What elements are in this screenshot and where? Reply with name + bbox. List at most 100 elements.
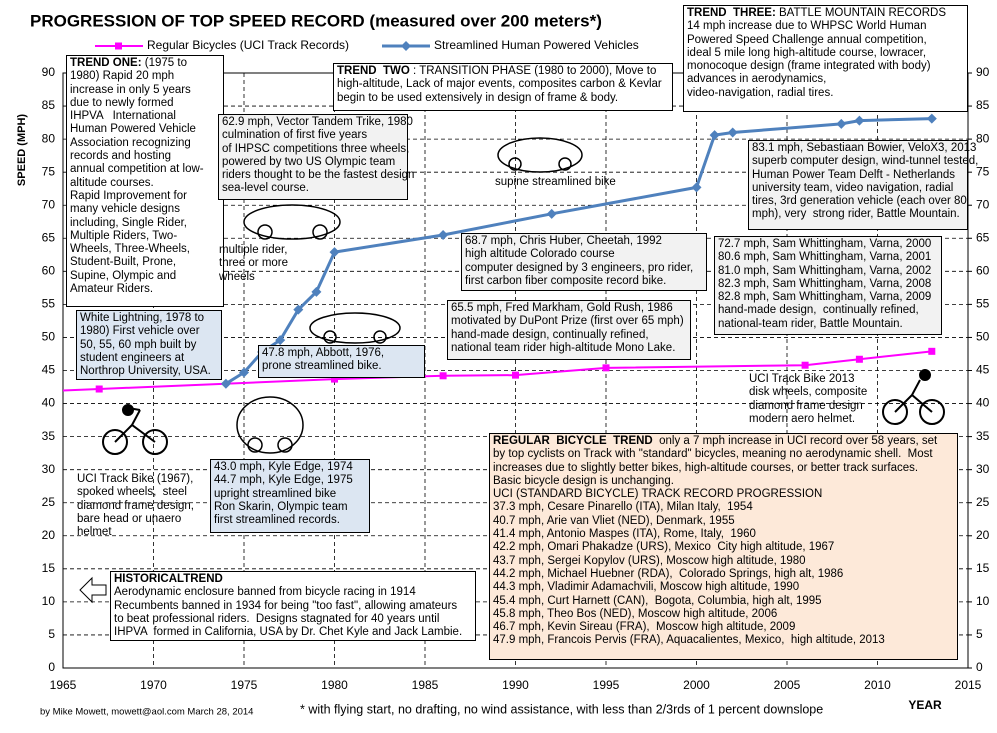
annotation-row: 43.7 mph, Sergei Kopylov (URS), Moscow h…: [493, 555, 954, 568]
annotation-text: UCI Track Bike 2013: [749, 373, 855, 385]
y-tick-label: 55: [42, 297, 56, 311]
annotation-row: White Lightning, 1978 to: [80, 312, 218, 325]
annotation-row: 81.0 mph, Sam Whittingham, Varna, 2002: [718, 265, 938, 278]
data-point: [275, 335, 286, 346]
annotation-row: increases due to slightly better bikes, …: [493, 462, 954, 475]
annotation-row: Recumbents banned in 1934 for being "too…: [114, 600, 472, 613]
data-point: [329, 247, 340, 258]
annotation-row: powered by two US Olympic team: [222, 156, 404, 169]
annotation-box: UCI Track Bike 2013 disk wheels, composit…: [746, 372, 896, 430]
annotation-text: White Lightning, 1978 to: [80, 312, 205, 324]
x-tick-label: 1985: [412, 678, 439, 692]
annotation-text: including, Single Rider,: [70, 216, 187, 229]
annotation-text: many vehicle designs: [70, 203, 180, 216]
annotation-row: Supine, Olympic and: [70, 270, 220, 283]
data-point: [727, 127, 738, 138]
annotation-row: diamond frame design,: [77, 500, 206, 513]
annotation-row: 62.9 mph, Vector Tandem Trike, 1980: [222, 116, 413, 129]
arrow-icon: [79, 576, 107, 604]
annotation-text: hand-made design, continually refined,: [451, 328, 649, 341]
annotation-row: 43.0 mph, Kyle Edge, 1974: [214, 461, 366, 474]
data-point: [293, 304, 304, 315]
y-tick-label: 50: [42, 330, 56, 344]
annotation-row: supine streamlined bike: [495, 176, 649, 189]
annotation-row: national team rider high-altitude Mono L…: [451, 342, 687, 355]
annotation-row: including, Single Rider,: [70, 217, 220, 230]
annotation-text: increase in only 5 years: [70, 83, 191, 96]
annotation-row: hand-made design, continually refined,: [451, 329, 687, 342]
annotation-row: Rapid Improvement for: [70, 190, 220, 203]
annotation-row: prone streamlined bike.: [262, 360, 421, 373]
bike-icon: [102, 404, 168, 455]
data-point: [928, 347, 936, 355]
annotation-text: spoked wheels, steel: [77, 486, 187, 499]
annotation-text: motivated by DuPont Prize (first over 65…: [451, 315, 684, 328]
annotation-text: tires, 3rd generation vehicle (each over…: [752, 195, 967, 208]
annotation-text: of IHPSC competitions three wheels,: [222, 142, 410, 155]
data-point: [512, 371, 519, 379]
y2-tick-label: 45: [976, 363, 990, 377]
annotation-row: due to newly formed: [70, 97, 220, 110]
annotation-box: 83.1 mph, Sebastiaan Bowier, VeloX3, 201…: [748, 140, 978, 230]
y2-tick-label: 55: [976, 297, 990, 311]
annotation-row: Student-Built, Prone,: [70, 256, 220, 269]
annotation-row: three or more: [219, 257, 313, 270]
annotation-text: BATTLE MOUNTAIN RECORDS: [779, 7, 946, 19]
annotation-text: due to newly formed: [70, 96, 174, 109]
annotation-row: 72.7 mph, Sam Whittingham, Varna, 2000: [718, 238, 938, 251]
y-tick-label: 90: [42, 65, 56, 79]
annotation-text: Association recognizing: [70, 136, 191, 149]
annotation-text: UCI Track Bike (1967),: [77, 473, 194, 485]
annotation-text: sea-level course.: [222, 182, 309, 195]
annotation-text: powered by two US Olympic team: [222, 155, 396, 168]
annotation-row: first streamlined records.: [214, 514, 366, 527]
annotation-text: 43.0 mph, Kyle Edge, 1974: [214, 461, 353, 473]
y-axis-label: SPEED (MPH): [16, 114, 28, 186]
footer-note: * with flying start, no drafting, no win…: [300, 702, 823, 716]
x-tick-label: 2005: [774, 678, 801, 692]
annotation-row: 50, 55, 60 mph built by: [80, 339, 218, 352]
annotation-row: monocoque design (frame integrated with …: [687, 60, 964, 73]
y2-tick-label: 25: [976, 495, 990, 509]
data-point: [439, 372, 447, 380]
annotation-text: 45.8 mph, Theo Bos (NED), Moscow high al…: [493, 607, 778, 620]
annotation-text: upright streamlined bike: [214, 487, 337, 500]
annotation-text: Student-Built, Prone,: [70, 256, 177, 269]
x-tick-label: 2010: [864, 678, 891, 692]
annotation-row: sea-level course.: [222, 182, 404, 195]
annotation-text: video-navigation, radial tires.: [687, 86, 834, 99]
y2-tick-label: 50: [976, 330, 990, 344]
y2-tick-label: 80: [976, 131, 990, 145]
annotation-text: begin to be used extensively in design o…: [337, 91, 619, 104]
x-tick-label: 1995: [593, 678, 620, 692]
annotation-text: 80.6 mph, Sam Whittingham, Varna, 2001: [718, 251, 932, 264]
legend-label: Regular Bicycles (UCI Track Records): [147, 38, 349, 52]
annotation-text: hand-made design, continually refined,: [718, 304, 919, 317]
data-point: [239, 367, 249, 378]
annotation-text: 47.9 mph, Francois Pervis (FRA), Aquacal…: [493, 634, 885, 647]
y-tick-label: 65: [42, 230, 56, 244]
x-tick-label: 1980: [321, 678, 348, 692]
annotation-row: mph), very strong rider, Battle Mountain…: [752, 208, 964, 221]
annotation-text: modern aero helmet.: [749, 412, 856, 425]
annotation-row: REGULAR BICYCLE TREND only a 7 mph incre…: [493, 435, 954, 448]
annotation-row: computer designed by 3 engineers, pro ri…: [465, 262, 703, 275]
annotation-row: 40.7 mph, Arie van Vliet (NED), Denmark,…: [493, 515, 954, 528]
annotation-row: 45.8 mph, Theo Bos (NED), Moscow high al…: [493, 608, 954, 621]
annotation-text: Rapid Improvement for: [70, 189, 187, 202]
annotation-text: diamond frame design,: [77, 499, 194, 512]
annotation-text: IHPVA formed in California, USA by Dr. C…: [114, 626, 463, 639]
annotation-text: superb computer design, wind-tunnel test…: [752, 155, 979, 168]
annotation-text: mph), very strong rider, Battle Mountain…: [752, 208, 960, 221]
annotation-box: 47.8 mph, Abbott, 1976, prone streamlined…: [258, 345, 425, 378]
annotation-text: disk wheels, composite: [749, 386, 868, 399]
annotation-text: high-altitude, Lack of major events, com…: [337, 78, 662, 91]
annotation-text: 43.7 mph, Sergei Kopylov (URS), Moscow h…: [493, 554, 806, 567]
annotation-heading: TREND ONE:: [70, 57, 142, 69]
annotation-text: helmet: [77, 526, 112, 539]
annotation-row: 1980) Rapid 20 mph: [70, 70, 220, 83]
annotation-row: TREND TWO : TRANSITION PHASE (1980 to 20…: [337, 65, 669, 78]
annotation-row: TREND THREE: BATTLE MOUNTAIN RECORDS: [687, 7, 964, 20]
annotation-box: 62.9 mph, Vector Tandem Trike, 1980 culmi…: [218, 114, 414, 200]
annotation-row: 47.8 mph, Abbott, 1976,: [262, 347, 421, 360]
